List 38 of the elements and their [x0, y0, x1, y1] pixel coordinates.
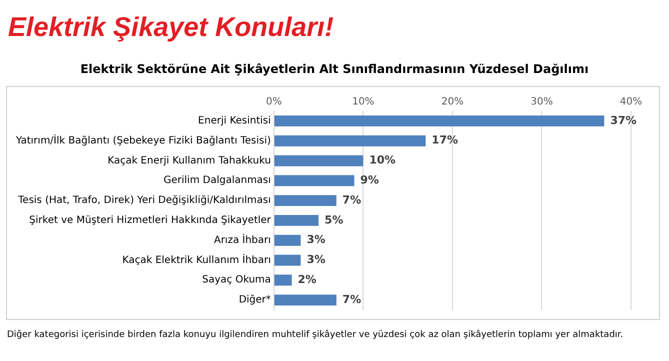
data-label: 7%	[342, 193, 362, 206]
data-label: 37%	[610, 114, 637, 127]
text: Diğer kategorisi içerisinde birden fazla konuyu ilgilendiren muhtelif şikâyetler ve yüzdesi çok az olan şikâyetlerin toplamı yer almaktadır.	[7, 330, 624, 340]
y-tick-label: Tesis (Hat, Trafo, Direk) Yeri Değişikliği/Kaldırılması	[17, 195, 271, 206]
y-tick-label: Sayaç Okuma	[202, 274, 271, 286]
bar	[274, 155, 364, 166]
y-tick-label: Gerilim Dalgalanması	[163, 175, 271, 186]
x-tick-label: 0%	[266, 96, 282, 108]
bar	[274, 234, 301, 246]
data-label: 10%	[369, 154, 396, 167]
data-label: 5%	[324, 213, 344, 226]
bar	[274, 175, 354, 186]
y-tick-label: Kaçak Enerji Kullanım Tahakkuku	[108, 155, 271, 166]
data-label: 9%	[360, 174, 379, 187]
x-tick-label: 40%	[620, 96, 642, 108]
y-tick-label: Enerji Kesintisi	[198, 116, 271, 127]
x-tick-label: 30%	[530, 96, 553, 108]
bar	[274, 274, 292, 286]
chart-title: Elektrik Şikayet Konuları!	[8, 12, 334, 43]
y-tick-label: Diğer*	[238, 294, 271, 306]
bar	[274, 115, 604, 126]
x-tick-label: 20%	[441, 96, 464, 108]
y-tick-label: Kaçak Elektrik Kullanım İhbarı	[122, 252, 271, 266]
bar	[274, 135, 426, 146]
data-label: 2%	[298, 273, 316, 286]
y-tick-label: Arıza İhbarı	[214, 232, 271, 246]
bar	[274, 254, 301, 266]
y-tick-label: Şirket ve Müşteri Hizmetleri Hakkında Şikayetler	[29, 215, 272, 226]
data-label: 7%	[342, 292, 362, 306]
bar	[274, 214, 319, 226]
bar	[274, 195, 336, 206]
chart-subtitle: Elektrik Sektörüne Ait Şikâyetlerin Alt Sınıflandırmasının Yüzdesel Dağılımı	[79, 62, 590, 76]
x-tick-label: 10%	[352, 96, 374, 108]
data-label: 3%	[306, 233, 326, 246]
bar	[274, 294, 336, 306]
y-tick-label: Yatırım/İlk Bağlantı (Şebekeye Fiziki Bağlantı Tesisi)	[14, 133, 272, 146]
data-label: 17%	[432, 134, 458, 147]
data-label: 3%	[306, 253, 326, 266]
